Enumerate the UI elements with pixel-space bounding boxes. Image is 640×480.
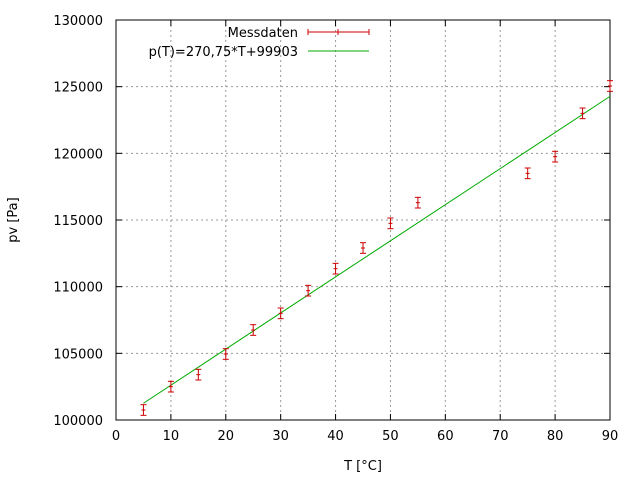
x-tick-label: 80	[547, 429, 564, 444]
legend-label-messdaten: Messdaten	[228, 26, 298, 41]
fit-line	[143, 95, 611, 404]
x-tick-label: 90	[602, 429, 619, 444]
data-point	[250, 324, 257, 336]
grid	[116, 20, 610, 420]
data-point	[607, 80, 613, 92]
tick-labels: 0 10 20 30 40 50 60 70 80 90 100000 105000 110000 115…	[53, 14, 618, 444]
y-tick-label: 115000	[53, 214, 103, 229]
axis-ticks	[115, 19, 611, 421]
y-tick-label: 100000	[53, 414, 103, 429]
data-point	[360, 242, 366, 254]
plot-frame	[115, 19, 611, 421]
y-tick-label: 125000	[53, 81, 103, 96]
data-point	[332, 262, 339, 275]
legend-symbol-messdaten	[307, 29, 370, 35]
x-tick-label: 50	[382, 429, 399, 444]
data-point	[552, 150, 559, 163]
x-axis-label: T [°C]	[343, 459, 382, 474]
fit-line-layer	[143, 95, 611, 404]
x-tick-label: 60	[437, 429, 454, 444]
legend-label-fit: p(T)=270,75*T+99903	[149, 45, 298, 60]
y-axis-label: pv [Pa]	[6, 197, 21, 242]
data-point	[387, 217, 394, 230]
y-tick-label: 120000	[53, 147, 103, 162]
data-point	[277, 307, 284, 320]
x-tick-label: 30	[272, 429, 289, 444]
legend: Messdaten p(T)=270,75*T+99903	[149, 26, 370, 60]
x-tick-label: 70	[492, 429, 509, 444]
data-point	[222, 348, 229, 360]
data-point	[524, 167, 531, 180]
data-point	[140, 404, 147, 416]
data-point	[305, 284, 312, 297]
data-point	[579, 107, 586, 120]
x-tick-label: 40	[327, 429, 344, 444]
y-tick-label: 110000	[53, 281, 103, 296]
x-tick-label: 20	[218, 429, 235, 444]
data-point	[195, 368, 202, 381]
x-tick-label: 10	[163, 429, 180, 444]
data-point	[414, 196, 421, 209]
data-points-layer	[140, 80, 613, 416]
data-point	[167, 380, 174, 393]
y-tick-label: 105000	[53, 347, 103, 362]
x-tick-label: 0	[112, 429, 120, 444]
y-tick-label: 130000	[53, 14, 103, 29]
